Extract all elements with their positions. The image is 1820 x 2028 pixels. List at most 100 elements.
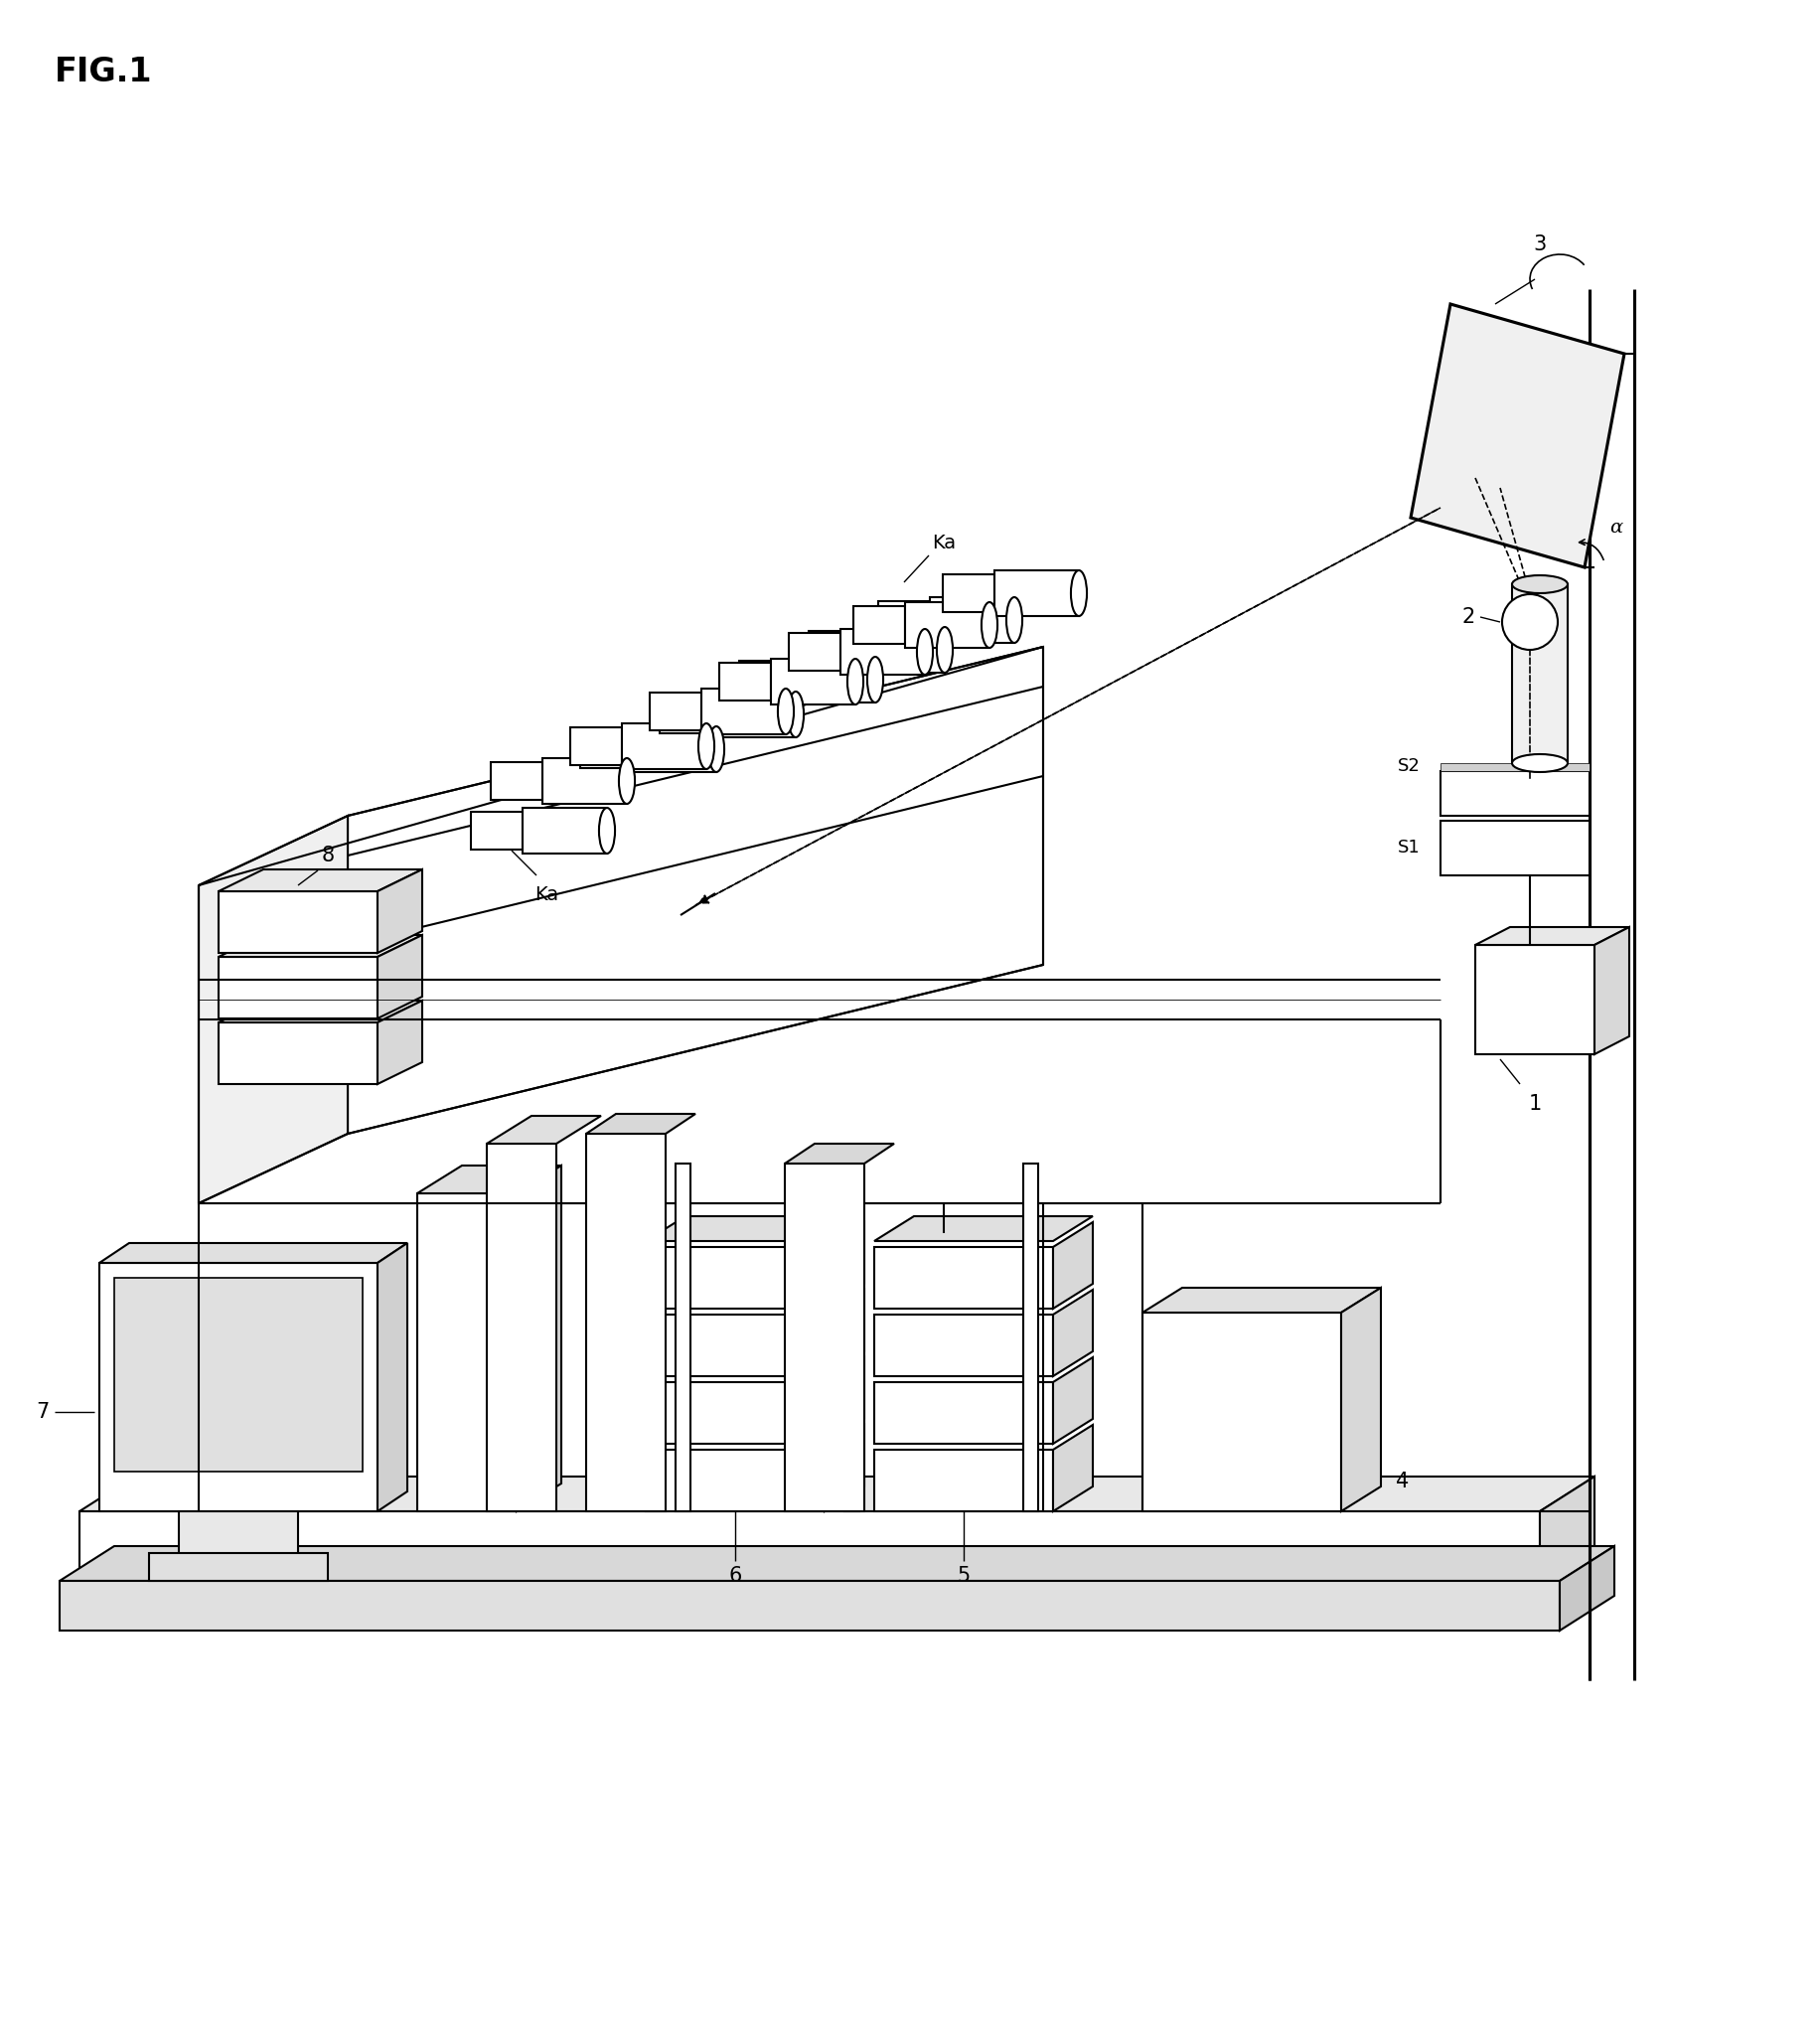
Polygon shape — [1054, 1223, 1092, 1308]
Text: Ka: Ka — [535, 886, 559, 904]
Polygon shape — [824, 1357, 865, 1444]
Bar — [841, 629, 925, 675]
Bar — [218, 890, 377, 953]
Bar — [80, 1511, 1540, 1582]
Ellipse shape — [917, 629, 934, 675]
Polygon shape — [824, 1223, 865, 1308]
Ellipse shape — [699, 724, 713, 769]
Text: 8: 8 — [322, 846, 335, 866]
Polygon shape — [646, 1217, 865, 1241]
Bar — [646, 1450, 824, 1511]
Bar — [1440, 771, 1589, 815]
Bar — [60, 1582, 1560, 1631]
Polygon shape — [1054, 1357, 1092, 1444]
Polygon shape — [1476, 927, 1629, 945]
Ellipse shape — [1512, 754, 1567, 773]
Polygon shape — [1054, 1290, 1092, 1377]
Bar — [874, 1314, 1054, 1377]
Polygon shape — [377, 1243, 408, 1511]
Polygon shape — [486, 1115, 601, 1144]
Bar — [1440, 763, 1589, 771]
Text: Kb: Kb — [1017, 592, 1043, 612]
Bar — [784, 1164, 864, 1511]
Polygon shape — [218, 870, 422, 890]
Bar — [491, 763, 542, 799]
Bar — [417, 1192, 517, 1511]
Bar — [874, 1247, 1054, 1308]
Bar — [646, 1314, 824, 1377]
Ellipse shape — [708, 726, 724, 773]
Ellipse shape — [981, 602, 997, 647]
Text: 6: 6 — [728, 1566, 743, 1586]
Ellipse shape — [868, 657, 883, 702]
Bar — [874, 1450, 1054, 1511]
Polygon shape — [784, 1144, 894, 1164]
Bar — [522, 807, 608, 854]
Bar — [471, 811, 522, 850]
Circle shape — [1502, 594, 1558, 649]
Bar — [1440, 821, 1589, 876]
Bar — [650, 692, 701, 730]
Bar — [570, 728, 622, 765]
Text: 3: 3 — [1532, 235, 1547, 254]
Bar — [622, 724, 706, 769]
Bar — [772, 659, 855, 704]
Ellipse shape — [619, 758, 635, 803]
Polygon shape — [1560, 1545, 1614, 1631]
Polygon shape — [348, 647, 1043, 1134]
Polygon shape — [377, 935, 422, 1018]
Text: 2: 2 — [1461, 606, 1476, 627]
Bar — [930, 596, 1014, 643]
Polygon shape — [377, 1000, 422, 1085]
Bar — [586, 1134, 666, 1511]
Polygon shape — [824, 1426, 865, 1511]
Bar — [943, 574, 994, 612]
Polygon shape — [100, 1243, 408, 1263]
Polygon shape — [218, 1000, 422, 1022]
Bar — [178, 1511, 298, 1555]
Bar — [1476, 945, 1594, 1055]
Text: Ka: Ka — [932, 533, 956, 552]
Bar — [808, 631, 861, 669]
Text: FIG.1: FIG.1 — [55, 55, 153, 89]
Ellipse shape — [1070, 570, 1087, 617]
Bar — [218, 957, 377, 1018]
Bar — [874, 1383, 1054, 1444]
Ellipse shape — [1006, 596, 1023, 643]
Bar — [844, 1164, 859, 1511]
Bar — [1512, 584, 1567, 763]
Bar — [581, 730, 632, 769]
Bar — [542, 758, 626, 803]
Bar — [701, 690, 786, 734]
Bar — [861, 627, 945, 673]
Bar — [854, 606, 905, 643]
Polygon shape — [824, 1290, 865, 1377]
Text: S2: S2 — [1398, 756, 1421, 775]
Text: 7: 7 — [36, 1401, 49, 1422]
Polygon shape — [377, 870, 422, 953]
Bar — [879, 600, 930, 639]
Text: 4: 4 — [1396, 1472, 1409, 1491]
Polygon shape — [1054, 1426, 1092, 1511]
Polygon shape — [586, 1113, 695, 1134]
Bar — [739, 661, 790, 698]
Ellipse shape — [788, 692, 804, 738]
Ellipse shape — [777, 690, 794, 734]
Ellipse shape — [937, 627, 952, 673]
Polygon shape — [1341, 1288, 1381, 1511]
Bar — [788, 633, 841, 671]
Polygon shape — [1540, 1476, 1594, 1582]
Bar — [646, 1383, 824, 1444]
Ellipse shape — [599, 807, 615, 854]
Polygon shape — [517, 1166, 561, 1511]
Bar — [100, 1263, 377, 1511]
Bar — [790, 657, 875, 702]
Polygon shape — [1410, 304, 1623, 568]
Bar — [659, 696, 712, 734]
Polygon shape — [80, 1476, 1594, 1511]
Polygon shape — [198, 815, 348, 1203]
Bar — [149, 1553, 328, 1582]
Polygon shape — [1594, 927, 1629, 1055]
Bar — [218, 1022, 377, 1085]
Bar — [632, 726, 717, 773]
